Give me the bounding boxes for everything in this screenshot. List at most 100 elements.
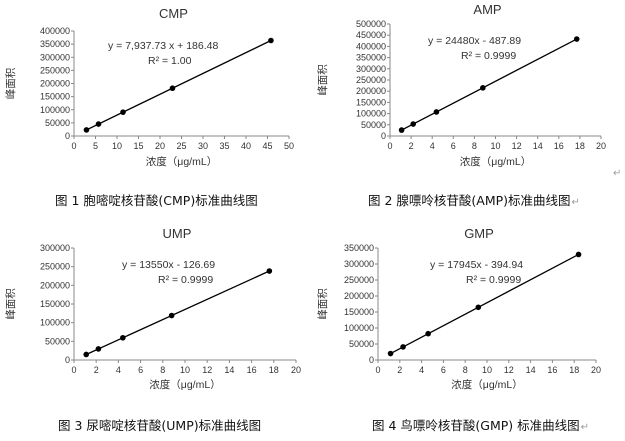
chart-gmp: GMP 0 50000 100000 150000 200000 250000 300000 3… [317,226,601,391]
x-tick-label: 4 [116,365,121,375]
y-tick-label: 200000 [40,280,70,290]
y-axis-label: 峰面积 [317,288,329,320]
paragraph-mark-top-right: ↵ [612,164,621,179]
paragraph-mark-icon: ↵ [580,422,590,433]
chart-panel-gmp: GMP 0 50000 100000 150000 200000 250000 300000 3… [312,222,625,400]
x-tick-label: 0 [375,365,380,375]
y-tick-label: 50000 [361,120,386,130]
x-tick-label: 0 [71,365,76,375]
y-tick-label: 100000 [344,323,374,333]
x-tick-label: 6 [451,141,456,151]
data-point [387,350,394,357]
chart-title: CMP [159,6,188,21]
x-tick-label: 5 [93,141,98,151]
r-squared-label: R² = 1.00 [148,55,192,67]
caption-text: 图 4 鸟嘌呤核苷酸(GMP) 标准曲线图 [372,418,580,433]
r-squared-label: R² = 0.9999 [461,50,516,62]
y-tick-label: 0 [369,355,374,365]
y-tick-label: 200000 [40,79,70,89]
data-point [575,251,582,258]
x-axis-label: 浓度（μg/mL） [149,378,220,391]
y-tick-label: 500000 [356,19,386,29]
x-tick-label: 15 [133,141,143,151]
paragraph-mark-icon: ↵ [571,197,580,208]
data-point [480,85,486,91]
y-tick-label: 400000 [40,26,70,36]
data-point [268,37,274,44]
x-tick-label: 10 [482,365,492,375]
chart-title: AMP [473,2,501,17]
x-tick-label: 20 [596,141,606,151]
x-tick-label: 6 [441,365,446,375]
paragraph-mark-icon: ↵ [613,168,622,179]
x-tick-label: 40 [241,141,251,151]
x-tick-label: 2 [397,365,402,375]
data-point [120,334,126,341]
y-axis-label: 峰面积 [5,67,17,99]
chart-title: UMP [163,226,192,241]
y-tick-label: 200000 [344,291,374,301]
regression-equation: y = 17945x - 394.94 [430,259,523,271]
figure-caption-2: 图 2 腺嘌呤核苷酸(AMP)标准曲线图↵ [368,190,580,209]
y-tick-label: 250000 [40,65,70,75]
x-tick-label: 12 [512,141,522,151]
y-tick-label: 300000 [40,52,70,62]
x-tick-label: 14 [533,141,543,151]
data-point [95,346,102,352]
x-tick-label: 8 [160,365,165,375]
x-tick-label: 12 [202,365,212,375]
chart-amp: AMP0500001000001500002000002500003000003… [317,2,606,168]
x-tick-label: 12 [504,365,514,375]
y-tick-label: 350000 [344,243,374,253]
y-tick-label: 300000 [40,243,70,253]
chart-panel-amp: AMP 0 50000 100000 150000 200000 250000 300000 3… [312,0,625,175]
y-tick-label: 0 [65,355,70,365]
data-point [433,109,440,115]
x-tick-label: 45 [262,141,272,151]
x-tick-label: 4 [430,141,435,151]
y-axis-label: 峰面积 [317,64,329,96]
trend-line [86,39,272,131]
caption-text: 图 1 胞嘧啶核苷酸(CMP)标准曲线图 [55,193,258,208]
x-tick-label: 6 [138,365,143,375]
data-point [400,344,406,350]
r-squared-label: R² = 0.9999 [466,274,521,286]
x-tick-label: 20 [291,365,301,375]
figure-caption-3: 图 3 尿嘧啶核苷酸(UMP)标准曲线图 [58,415,261,434]
data-point [475,304,482,311]
x-tick-label: 2 [409,141,414,151]
y-tick-label: 150000 [40,92,70,102]
x-tick-label: 25 [176,141,186,151]
trend-line [390,253,579,355]
x-tick-label: 0 [71,141,76,151]
data-point [169,85,176,92]
y-tick-label: 300000 [356,64,386,74]
y-tick-label: 250000 [344,275,374,285]
data-point [573,36,580,42]
y-tick-label: 150000 [40,299,70,309]
x-axis-label: 浓度（μg/mL） [146,155,217,168]
x-tick-label: 0 [387,141,392,151]
y-tick-label: 350000 [40,39,70,49]
regression-equation: y = 24480x - 487.89 [428,35,521,47]
x-tick-label: 18 [269,365,279,375]
figure-caption-4: 图 4 鸟嘌呤核苷酸(GMP) 标准曲线图↵ [372,415,589,434]
trend-line [85,270,270,356]
y-tick-label: 350000 [356,53,386,63]
data-point [398,127,405,133]
x-tick-label: 10 [490,141,500,151]
y-tick-label: 250000 [356,75,386,85]
chart-title: GMP [464,226,494,241]
x-tick-label: 35 [219,141,229,151]
x-tick-label: 2 [94,365,99,375]
x-tick-label: 14 [224,365,234,375]
y-tick-label: 50000 [45,118,70,128]
data-point [95,121,102,127]
caption-text: 图 3 尿嘧啶核苷酸(UMP)标准曲线图 [58,418,262,433]
x-tick-label: 4 [419,365,424,375]
y-tick-label: 50000 [349,339,374,349]
y-tick-label: 100000 [40,105,70,115]
data-point [168,312,175,319]
data-point [120,109,126,115]
chart-cmp: CMP 0 50000 100000 150000 200000 250000 300000 3… [5,6,294,168]
